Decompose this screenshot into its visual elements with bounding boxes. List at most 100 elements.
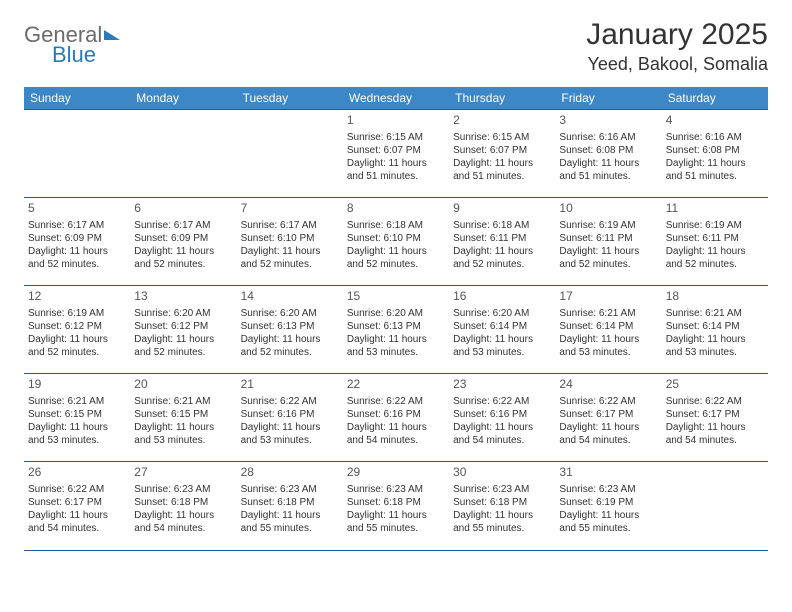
sunrise-line: Sunrise: 6:22 AM [347,395,445,408]
daylight-line: Daylight: 11 hours and 52 minutes. [559,245,657,271]
sunrise-line: Sunrise: 6:19 AM [666,219,764,232]
calendar-cell: 27Sunrise: 6:23 AMSunset: 6:18 PMDayligh… [130,462,236,550]
day-number: 2 [453,113,551,129]
daylight-line: Daylight: 11 hours and 53 minutes. [347,333,445,359]
sunset-line: Sunset: 6:16 PM [241,408,339,421]
day-number: 30 [453,465,551,481]
calendar-row: 5Sunrise: 6:17 AMSunset: 6:09 PMDaylight… [24,198,768,286]
calendar-cell [130,110,236,198]
daylight-line: Daylight: 11 hours and 53 minutes. [559,333,657,359]
day-header: Monday [130,87,236,110]
day-header-row: Sunday Monday Tuesday Wednesday Thursday… [24,87,768,110]
daylight-line: Daylight: 11 hours and 52 minutes. [134,245,232,271]
sunset-line: Sunset: 6:11 PM [666,232,764,245]
day-number: 23 [453,377,551,393]
day-number: 15 [347,289,445,305]
day-number: 8 [347,201,445,217]
calendar-cell: 26Sunrise: 6:22 AMSunset: 6:17 PMDayligh… [24,462,130,550]
calendar-cell: 30Sunrise: 6:23 AMSunset: 6:18 PMDayligh… [449,462,555,550]
sunrise-line: Sunrise: 6:15 AM [347,131,445,144]
calendar-cell: 3Sunrise: 6:16 AMSunset: 6:08 PMDaylight… [555,110,661,198]
daylight-line: Daylight: 11 hours and 54 minutes. [134,509,232,535]
day-number: 16 [453,289,551,305]
sunrise-line: Sunrise: 6:22 AM [28,483,126,496]
day-number: 13 [134,289,232,305]
sunrise-line: Sunrise: 6:16 AM [559,131,657,144]
sunset-line: Sunset: 6:08 PM [666,144,764,157]
sunset-line: Sunset: 6:17 PM [559,408,657,421]
calendar-cell: 31Sunrise: 6:23 AMSunset: 6:19 PMDayligh… [555,462,661,550]
calendar-cell: 13Sunrise: 6:20 AMSunset: 6:12 PMDayligh… [130,286,236,374]
day-number: 6 [134,201,232,217]
calendar-cell: 15Sunrise: 6:20 AMSunset: 6:13 PMDayligh… [343,286,449,374]
sunrise-line: Sunrise: 6:15 AM [453,131,551,144]
calendar-cell: 6 Sunrise: 6:17 AMSunset: 6:09 PMDaylight… [130,198,236,286]
day-number: 1 [347,113,445,129]
sunset-line: Sunset: 6:09 PM [28,232,126,245]
daylight-line: Daylight: 11 hours and 51 minutes. [453,157,551,183]
sunrise-line: Sunrise: 6:20 AM [453,307,551,320]
sunset-line: Sunset: 6:13 PM [347,320,445,333]
calendar-cell: 7Sunrise: 6:17 AMSunset: 6:10 PMDaylight… [237,198,343,286]
logo-text-blue: Blue [52,42,120,68]
daylight-line: Daylight: 11 hours and 53 minutes. [453,333,551,359]
calendar-cell [237,110,343,198]
sunset-line: Sunset: 6:18 PM [347,496,445,509]
calendar-cell: 4Sunrise: 6:16 AMSunset: 6:08 PMDaylight… [662,110,768,198]
sunrise-line: Sunrise: 6:17 AM [28,219,126,232]
daylight-line: Daylight: 11 hours and 55 minutes. [559,509,657,535]
calendar-cell: 11Sunrise: 6:19 AMSunset: 6:11 PMDayligh… [662,198,768,286]
sunset-line: Sunset: 6:13 PM [241,320,339,333]
sunset-line: Sunset: 6:17 PM [666,408,764,421]
day-number: 11 [666,201,764,217]
sunrise-line: Sunrise: 6:21 AM [134,395,232,408]
calendar-cell: 10Sunrise: 6:19 AMSunset: 6:11 PMDayligh… [555,198,661,286]
sunrise-line: Sunrise: 6:23 AM [134,483,232,496]
sunset-line: Sunset: 6:07 PM [453,144,551,157]
sunrise-line: Sunrise: 6:22 AM [453,395,551,408]
day-number: 19 [28,377,126,393]
calendar-cell [24,110,130,198]
sunset-line: Sunset: 6:08 PM [559,144,657,157]
calendar-cell: 1Sunrise: 6:15 AMSunset: 6:07 PMDaylight… [343,110,449,198]
daylight-line: Daylight: 11 hours and 52 minutes. [241,333,339,359]
sunset-line: Sunset: 6:10 PM [347,232,445,245]
sunset-line: Sunset: 6:17 PM [28,496,126,509]
sunrise-line: Sunrise: 6:22 AM [241,395,339,408]
day-number: 4 [666,113,764,129]
sunset-line: Sunset: 6:12 PM [28,320,126,333]
sunrise-line: Sunrise: 6:21 AM [666,307,764,320]
day-number: 18 [666,289,764,305]
daylight-line: Daylight: 11 hours and 51 minutes. [666,157,764,183]
sunset-line: Sunset: 6:09 PM [134,232,232,245]
sunrise-line: Sunrise: 6:17 AM [134,219,232,232]
sunrise-line: Sunrise: 6:19 AM [559,219,657,232]
sunrise-line: Sunrise: 6:19 AM [28,307,126,320]
logo-triangle-icon [104,30,120,40]
day-number: 29 [347,465,445,481]
calendar-cell [662,462,768,550]
footer-rule [24,550,768,551]
day-number: 21 [241,377,339,393]
sunrise-line: Sunrise: 6:22 AM [666,395,764,408]
day-number: 20 [134,377,232,393]
sunrise-line: Sunrise: 6:22 AM [559,395,657,408]
daylight-line: Daylight: 11 hours and 53 minutes. [666,333,764,359]
calendar-cell: 25Sunrise: 6:22 AMSunset: 6:17 PMDayligh… [662,374,768,462]
location: Yeed, Bakool, Somalia [586,54,768,75]
sunset-line: Sunset: 6:15 PM [28,408,126,421]
daylight-line: Daylight: 11 hours and 52 minutes. [241,245,339,271]
header: General Blue January 2025 Yeed, Bakool, … [24,18,768,75]
calendar-cell: 21Sunrise: 6:22 AMSunset: 6:16 PMDayligh… [237,374,343,462]
calendar-cell: 20Sunrise: 6:21 AMSunset: 6:15 PMDayligh… [130,374,236,462]
sunrise-line: Sunrise: 6:23 AM [453,483,551,496]
day-header: Thursday [449,87,555,110]
daylight-line: Daylight: 11 hours and 52 minutes. [347,245,445,271]
day-header: Friday [555,87,661,110]
daylight-line: Daylight: 11 hours and 54 minutes. [559,421,657,447]
day-number: 17 [559,289,657,305]
sunset-line: Sunset: 6:12 PM [134,320,232,333]
calendar-cell: 17Sunrise: 6:21 AMSunset: 6:14 PMDayligh… [555,286,661,374]
sunset-line: Sunset: 6:15 PM [134,408,232,421]
sunset-line: Sunset: 6:18 PM [241,496,339,509]
